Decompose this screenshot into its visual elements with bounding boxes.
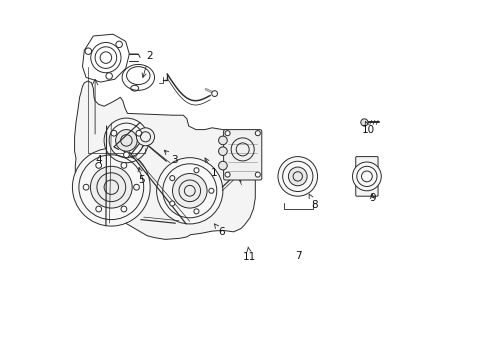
Circle shape xyxy=(106,73,112,79)
Circle shape xyxy=(96,206,102,212)
Circle shape xyxy=(169,176,175,181)
Circle shape xyxy=(288,167,306,186)
Circle shape xyxy=(121,162,126,168)
Circle shape xyxy=(156,158,223,224)
Circle shape xyxy=(277,157,317,196)
Circle shape xyxy=(96,162,102,168)
Circle shape xyxy=(111,130,117,136)
Text: 10: 10 xyxy=(362,121,374,135)
Polygon shape xyxy=(82,34,129,82)
Circle shape xyxy=(194,209,199,214)
Circle shape xyxy=(72,148,150,226)
Text: 3: 3 xyxy=(164,150,177,165)
Text: 4: 4 xyxy=(95,155,102,165)
Circle shape xyxy=(169,201,175,206)
Circle shape xyxy=(218,147,227,156)
Circle shape xyxy=(115,130,137,151)
Circle shape xyxy=(172,174,206,208)
Text: 1: 1 xyxy=(204,158,217,178)
Polygon shape xyxy=(75,81,259,239)
Text: 7: 7 xyxy=(295,251,301,261)
Text: 2: 2 xyxy=(142,51,152,77)
Text: 9: 9 xyxy=(368,193,375,203)
Circle shape xyxy=(194,168,199,173)
Text: 5: 5 xyxy=(138,167,145,185)
Circle shape xyxy=(136,130,142,136)
Circle shape xyxy=(255,131,260,136)
Circle shape xyxy=(90,166,132,208)
Circle shape xyxy=(104,118,148,163)
Text: 6: 6 xyxy=(214,224,224,237)
Text: 8: 8 xyxy=(308,194,317,210)
Circle shape xyxy=(136,128,154,146)
Circle shape xyxy=(83,184,89,190)
Circle shape xyxy=(360,119,367,126)
Circle shape xyxy=(224,172,230,177)
Circle shape xyxy=(121,206,126,212)
Circle shape xyxy=(352,162,381,191)
Circle shape xyxy=(133,184,139,190)
Circle shape xyxy=(116,41,122,48)
Circle shape xyxy=(123,152,129,158)
FancyBboxPatch shape xyxy=(355,157,377,196)
FancyBboxPatch shape xyxy=(223,130,261,180)
Circle shape xyxy=(218,161,227,170)
Circle shape xyxy=(218,136,227,145)
Circle shape xyxy=(224,131,230,136)
Circle shape xyxy=(211,91,217,96)
Circle shape xyxy=(208,188,213,193)
Text: 11: 11 xyxy=(243,247,256,262)
Circle shape xyxy=(85,48,91,54)
Circle shape xyxy=(255,172,260,177)
